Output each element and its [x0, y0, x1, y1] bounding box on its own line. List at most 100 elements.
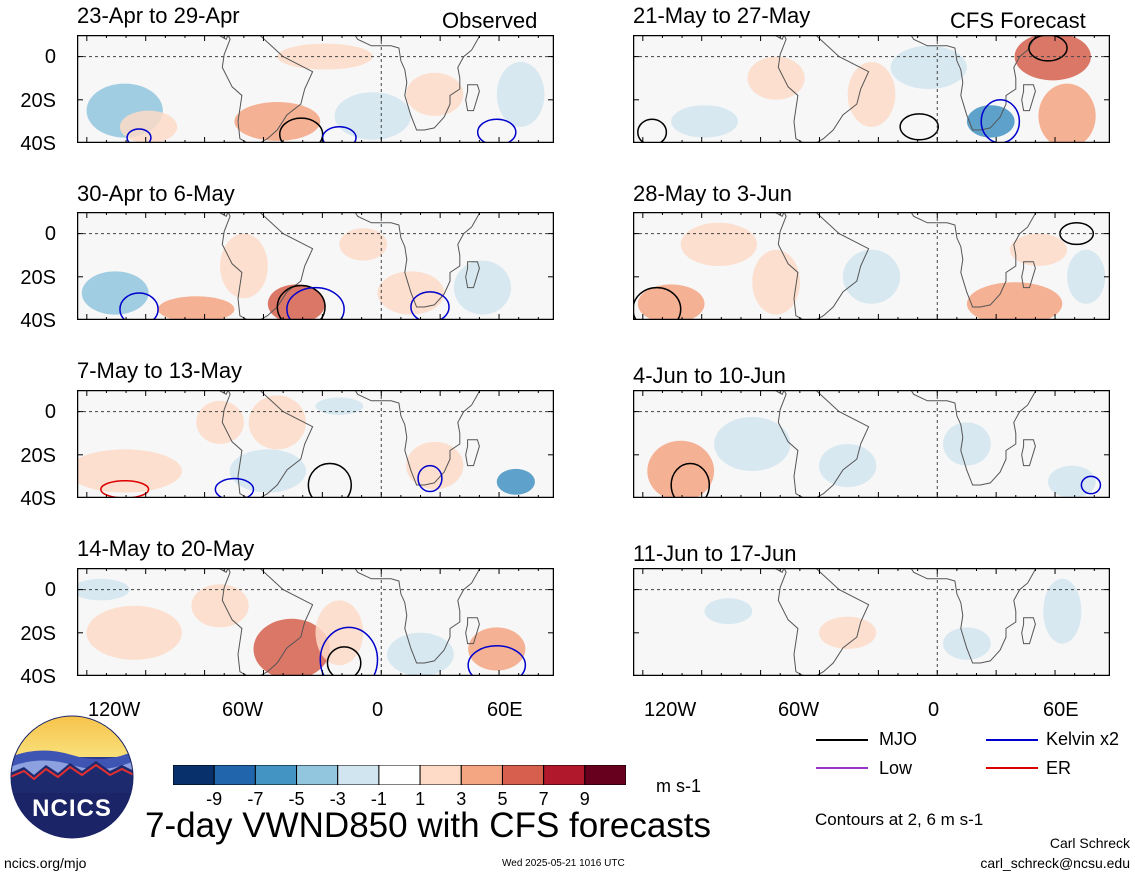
panel-title-8: 11-Jun to 17-Jun	[633, 541, 797, 566]
map-frame	[633, 390, 1110, 498]
wave-contour	[126, 128, 152, 143]
wind-anomaly-area	[468, 627, 526, 671]
land-outline	[221, 568, 314, 676]
map-panel	[77, 35, 554, 143]
logo-text: NCICS	[32, 795, 112, 822]
wind-anomaly-area	[315, 397, 364, 415]
map-svg	[77, 568, 554, 676]
wind-anomaly-area	[253, 618, 330, 676]
wave-contour	[633, 286, 682, 320]
site-link[interactable]: ncics.org/mjo	[4, 855, 87, 871]
wind-anomaly-area	[714, 417, 791, 471]
map-background	[633, 568, 1110, 676]
wind-anomaly-area	[680, 222, 758, 266]
wave-contour	[326, 646, 362, 676]
land-outline	[910, 390, 1037, 486]
colorbar	[172, 764, 627, 786]
legend-line-mjo	[816, 739, 868, 741]
lat-label: 40S	[20, 310, 56, 332]
land-outline	[910, 35, 1037, 131]
map-frame	[77, 568, 554, 676]
land-outline	[354, 568, 481, 664]
map-frame	[77, 212, 554, 320]
land-outline	[1021, 84, 1036, 112]
lon-label: 60W	[778, 699, 820, 721]
panel-title-7: 4-Jun to 10-Jun	[633, 363, 786, 388]
legend-line-er	[986, 767, 1038, 769]
colorbar-tick-label: 1	[415, 789, 426, 809]
colorbar-tick-label: -3	[329, 789, 346, 809]
lat-label: 0	[44, 579, 56, 601]
panel-title-4: 14-May to 20-May	[77, 536, 255, 561]
lon-label: 0	[372, 699, 384, 721]
map-panel	[633, 568, 1110, 676]
wind-anomaly-area	[234, 101, 321, 141]
lon-label: 60E	[1043, 699, 1079, 721]
colorbar-swatch	[501, 764, 545, 786]
map-svg	[77, 35, 554, 143]
wind-anomaly-area	[966, 105, 1015, 138]
wave-contour	[467, 645, 527, 676]
colorbar-swatch	[213, 764, 256, 786]
colorbar-tick-label: -7	[247, 789, 264, 809]
land-outline	[465, 439, 480, 467]
lon-label: 120W	[644, 699, 697, 721]
contour-note: Contours at 2, 6 m s-1	[815, 810, 984, 829]
lat-label: 20S	[20, 90, 56, 112]
wave-contour	[100, 479, 150, 498]
map-frame	[77, 35, 554, 143]
wind-anomaly-area	[671, 105, 738, 138]
land-outline	[465, 617, 480, 645]
map-panel	[633, 35, 1110, 143]
colorbar-tick-label: 7	[538, 789, 549, 809]
wind-anomaly-area	[339, 228, 388, 261]
colorbar-swatch	[337, 764, 380, 786]
wind-anomaly-area	[752, 249, 800, 315]
land-outline	[354, 35, 481, 131]
lat-label: 0	[44, 223, 56, 245]
wave-contour	[670, 462, 711, 498]
wave-contour	[637, 118, 668, 143]
colorbar-tick-label: -9	[206, 789, 223, 809]
legend-line-kelvin	[986, 739, 1038, 741]
wave-contour	[476, 118, 517, 143]
wave-contour	[899, 113, 940, 141]
cfs-forecast-tag: CFS Forecast	[950, 8, 1086, 33]
colorbar-swatch	[460, 764, 503, 786]
wind-anomaly-area	[220, 233, 268, 299]
wave-contour	[1080, 475, 1102, 495]
colorbar-tick-label: 5	[497, 789, 508, 809]
colorbar-swatch	[419, 764, 462, 786]
wind-anomaly-area	[1009, 233, 1068, 266]
legend-label-low: Low	[879, 758, 913, 778]
lon-label: 60W	[222, 699, 264, 721]
wind-anomaly-area	[819, 444, 877, 488]
wind-anomaly-area	[406, 72, 464, 116]
colorbar-swatch	[584, 764, 627, 786]
colorbar-swatch	[378, 764, 421, 786]
map-svg	[77, 212, 554, 320]
colorbar-tick-label: -1	[370, 789, 387, 809]
land-outline	[777, 35, 870, 143]
map-svg	[633, 390, 1110, 498]
colorbar-tick-label: -5	[288, 789, 305, 809]
lat-label: 40S	[20, 488, 56, 510]
map-svg	[77, 390, 554, 498]
land-outline	[221, 35, 314, 143]
lon-label: 0	[928, 699, 940, 721]
lat-label: 20S	[20, 445, 56, 467]
land-outline	[221, 212, 314, 320]
legend-label-er: ER	[1046, 758, 1072, 778]
colorbar-tick-label: 9	[579, 789, 590, 809]
colorbar-swatch	[543, 764, 586, 786]
wind-anomaly-area	[453, 260, 512, 315]
land-outline	[910, 568, 1037, 664]
wind-anomaly-area	[819, 616, 877, 649]
panel-title-5: 21-May to 27-May	[633, 3, 811, 28]
wind-anomaly-area	[496, 62, 545, 127]
wave-contour	[319, 626, 379, 676]
wind-anomaly-area	[1067, 249, 1106, 304]
wave-contour	[1028, 35, 1068, 62]
map-svg	[633, 568, 1110, 676]
lat-label: 20S	[20, 267, 56, 289]
